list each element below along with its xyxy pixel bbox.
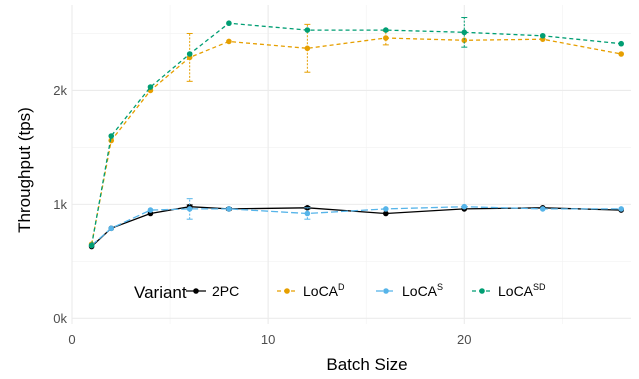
y-axis-title: Throughput (tps)	[15, 107, 34, 233]
legend: Variant 2PC LoCAD LoCAS LoCASD	[134, 282, 546, 302]
data-point	[304, 45, 311, 52]
data-point	[147, 207, 154, 213]
data-point	[226, 20, 232, 27]
data-point	[539, 206, 546, 212]
data-point	[226, 206, 232, 212]
grid-minor	[72, 5, 631, 324]
legend-key-point	[284, 288, 290, 294]
legend-label: LoCASD	[498, 282, 546, 299]
data-point	[461, 29, 468, 36]
data-point	[618, 51, 624, 57]
series-layer	[88, 17, 624, 250]
data-point	[383, 210, 389, 217]
data-point	[186, 51, 193, 57]
legend-label: 2PC	[212, 283, 239, 299]
legend-key-point	[383, 288, 389, 294]
series-LoCAD	[88, 23, 624, 248]
x-tick-labels: 0 10 20	[68, 332, 471, 347]
data-point	[304, 27, 311, 33]
series-line	[90, 37, 622, 245]
y-tick-label: 1k	[53, 197, 67, 212]
legend-key-point	[193, 288, 199, 294]
data-point	[618, 206, 624, 212]
x-tick-label: 0	[68, 332, 75, 347]
x-tick-label: 10	[261, 332, 275, 347]
data-point	[108, 225, 115, 232]
series-line	[90, 22, 622, 246]
data-point	[88, 242, 95, 249]
data-point	[461, 203, 468, 210]
data-point	[618, 40, 624, 47]
data-point	[108, 133, 115, 139]
data-point	[539, 32, 546, 39]
data-point	[383, 206, 389, 212]
series-line	[91, 206, 622, 246]
y-tick-labels: 0k 1k 2k	[53, 83, 67, 326]
grid-major	[71, 5, 631, 324]
legend-label: LoCAS	[402, 282, 443, 299]
series-line	[91, 206, 622, 247]
series-LoCASD	[88, 17, 624, 249]
data-point	[226, 38, 232, 45]
y-tick-label: 2k	[53, 83, 67, 98]
legend-label: LoCAD	[303, 282, 345, 299]
data-point	[186, 206, 193, 212]
legend-title: Variant	[134, 283, 187, 302]
legend-key-point	[479, 288, 485, 294]
data-point	[304, 210, 311, 217]
x-tick-label: 20	[457, 332, 471, 347]
data-point	[147, 84, 154, 90]
x-axis-title: Batch Size	[326, 355, 407, 374]
data-point	[461, 37, 468, 44]
data-point	[383, 35, 389, 41]
data-point	[383, 27, 389, 33]
y-tick-label: 0k	[53, 311, 67, 326]
